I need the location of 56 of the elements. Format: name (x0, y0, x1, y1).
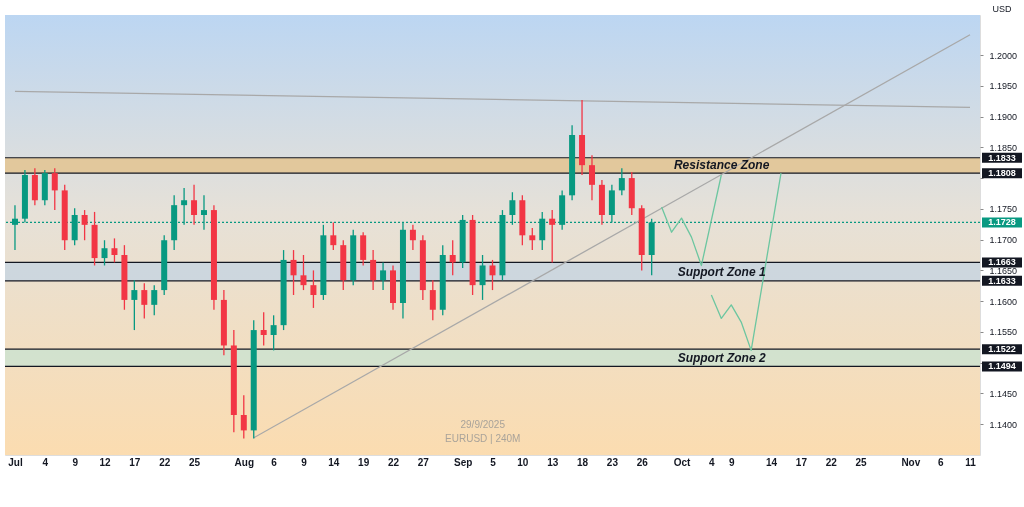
x-tick-label: 4 (42, 456, 49, 468)
y-tick-label: 1.1750 (989, 204, 1018, 215)
x-tick-label: 6 (271, 456, 278, 468)
y-tick-label: 1.1950 (989, 81, 1018, 92)
x-tick-label: 9 (72, 456, 79, 468)
x-tick-label: 19 (358, 456, 370, 468)
x-tick-label: Nov (901, 456, 921, 468)
line-series (660, 174, 722, 267)
x-tick-label: 25 (188, 456, 201, 468)
x-tick-label: Aug (234, 456, 255, 468)
x-tick-label: 14 (765, 456, 778, 468)
ref-line-label: 1.1633 (988, 275, 1016, 286)
y-tick-label: 1.1400 (989, 419, 1018, 430)
y-tick-label: 1.1900 (989, 112, 1018, 123)
x-tick-label: 9 (728, 456, 735, 468)
ref-line-label: 1.1663 (988, 257, 1016, 268)
y-tick-label: 1.2000 (989, 50, 1018, 61)
y-tick-label: 1.1850 (989, 142, 1018, 153)
y-tick-label: 1.1550 (989, 327, 1018, 338)
x-tick-label: 4 (709, 456, 716, 468)
x-tick-label: 5 (490, 456, 497, 468)
band-label: Resistance Zone (673, 158, 770, 173)
x-tick-label: 26 (636, 456, 649, 468)
ref-line-label: 1.1522 (988, 344, 1016, 355)
x-tick-label: 22 (159, 456, 171, 468)
y-axis-title: USD (992, 4, 1012, 14)
annotation: EURUSD | 240M (445, 433, 521, 444)
x-tick-label: 22 (387, 456, 400, 468)
annotation: 29/9/2025 (460, 419, 506, 430)
x-tick-label: 22 (825, 456, 838, 468)
x-tick-label: 12 (99, 456, 112, 468)
x-tick-label: Jul (8, 456, 23, 468)
ref-line-label: 1.1494 (988, 361, 1016, 372)
x-tick-label: 13 (547, 456, 559, 468)
band-label: Support Zone 2 (677, 350, 766, 365)
ref-line-label: 1.1728 (988, 217, 1016, 228)
x-tick-label: 14 (328, 456, 340, 468)
x-tick-label: 9 (301, 456, 308, 468)
y-tick-label: 1.1600 (989, 296, 1018, 307)
y-tick-label: 1.1450 (989, 388, 1018, 399)
ref-line-label: 1.1808 (988, 168, 1016, 179)
ref-line-label: 1.1833 (988, 152, 1016, 163)
x-tick-label: 11 (965, 456, 977, 468)
x-tick-label: Sep (453, 456, 473, 468)
band-label: Support Zone 1 (677, 264, 766, 279)
x-tick-label: 6 (937, 456, 944, 468)
x-tick-label: 18 (576, 456, 589, 468)
x-tick-label: 17 (129, 456, 141, 468)
x-tick-label: 25 (855, 456, 868, 468)
x-tick-label: 23 (606, 456, 619, 468)
y-tick-label: 1.1700 (989, 235, 1018, 246)
x-tick-label: 10 (517, 456, 529, 468)
x-tick-label: 27 (417, 456, 430, 468)
y-tick-label: 1.1650 (989, 265, 1018, 276)
x-tick-label: Oct (673, 456, 692, 468)
x-tick-label: 17 (795, 456, 808, 468)
